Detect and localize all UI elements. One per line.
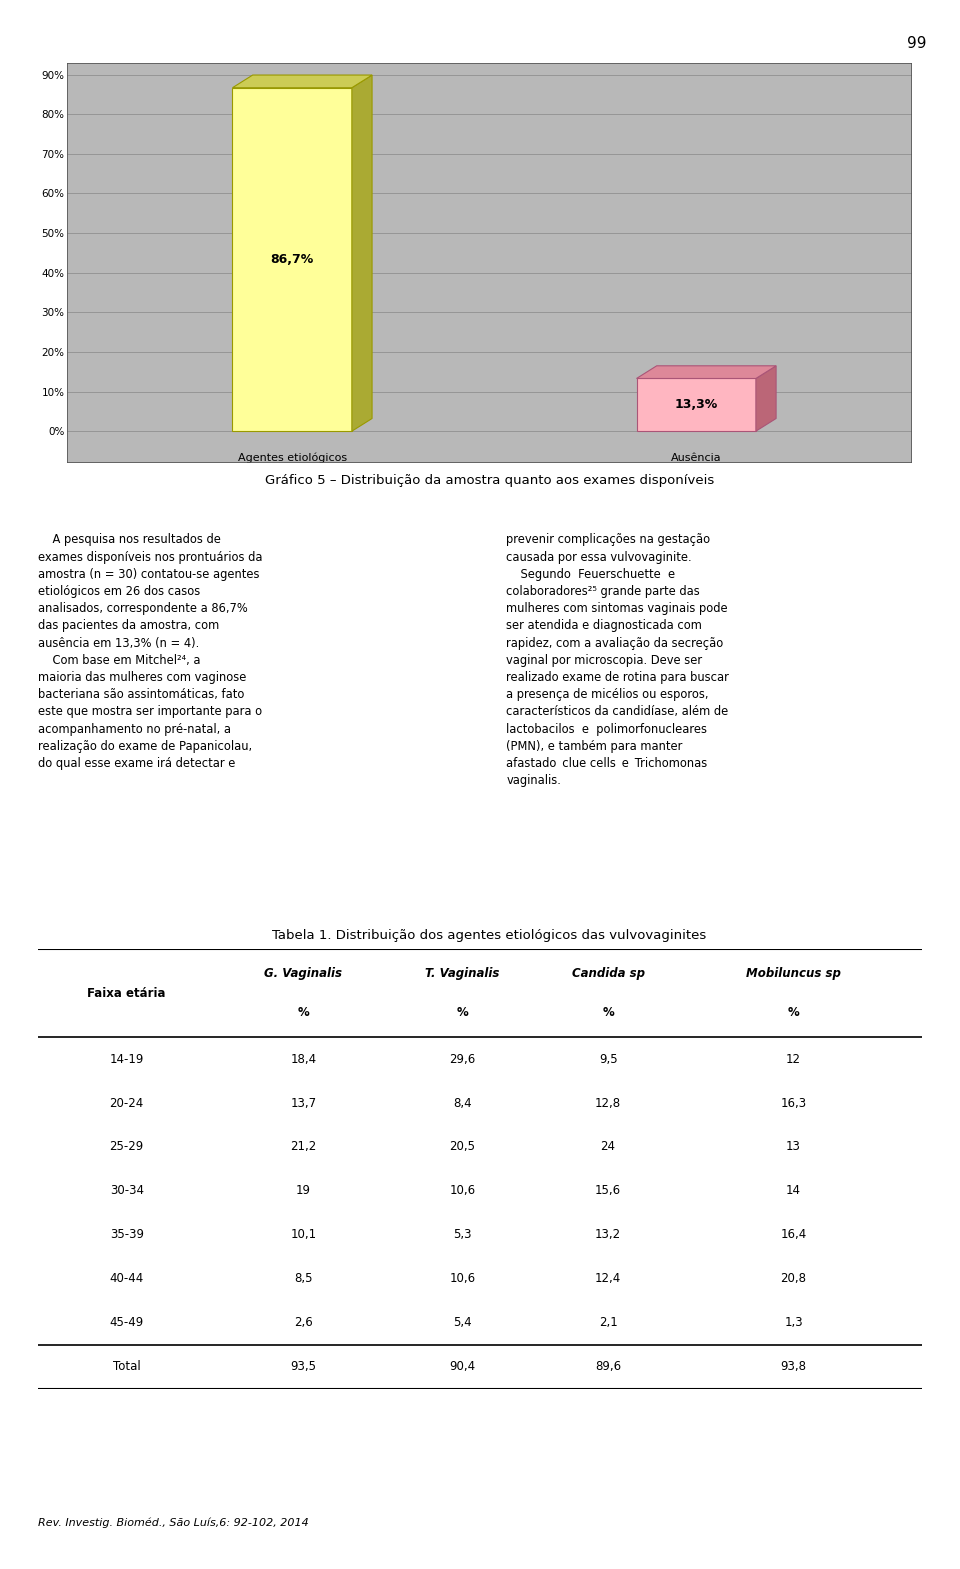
Text: %: % [298, 1006, 309, 1020]
Text: Faixa etária: Faixa etária [87, 987, 166, 999]
Polygon shape [636, 366, 776, 378]
Text: 86,7%: 86,7% [271, 253, 314, 265]
Text: 16,4: 16,4 [780, 1229, 806, 1241]
Text: 99: 99 [907, 36, 926, 52]
Text: 20,8: 20,8 [780, 1272, 806, 1285]
Text: 13,7: 13,7 [290, 1097, 317, 1109]
Text: 14-19: 14-19 [109, 1053, 144, 1065]
Text: 10,6: 10,6 [449, 1185, 475, 1197]
Text: Mobiluncus sp: Mobiluncus sp [746, 967, 841, 981]
Text: 30-34: 30-34 [109, 1185, 144, 1197]
Text: 10,6: 10,6 [449, 1272, 475, 1285]
Text: 12,8: 12,8 [595, 1097, 621, 1109]
Text: 25-29: 25-29 [109, 1141, 144, 1153]
Bar [232, 88, 352, 431]
Polygon shape [232, 75, 372, 88]
Text: 5,4: 5,4 [453, 1316, 471, 1329]
Text: A pesquisa nos resultados de
exames disponíveis nos prontuários da
amostra (n = : A pesquisa nos resultados de exames disp… [38, 533, 263, 770]
Text: prevenir complicações na gestação
causada por essa vulvovaginite.
    Segundo  F: prevenir complicações na gestação causad… [507, 533, 730, 788]
Text: 2,6: 2,6 [294, 1316, 313, 1329]
Text: Gráfico 5 – Distribuição da amostra quanto aos exames disponíveis: Gráfico 5 – Distribuição da amostra quan… [265, 474, 714, 486]
Text: 5,3: 5,3 [453, 1229, 471, 1241]
Text: Agentes etiológicos: Agentes etiológicos [238, 453, 347, 463]
Text: 90,4: 90,4 [449, 1360, 475, 1373]
Bar [67, 63, 912, 463]
Text: 13: 13 [786, 1141, 801, 1153]
Text: Total: Total [113, 1360, 140, 1373]
Text: 18,4: 18,4 [290, 1053, 317, 1065]
Text: 29,6: 29,6 [449, 1053, 475, 1065]
Text: 9,5: 9,5 [599, 1053, 617, 1065]
Text: 20-24: 20-24 [109, 1097, 144, 1109]
Text: 40-44: 40-44 [109, 1272, 144, 1285]
Text: 19: 19 [296, 1185, 311, 1197]
Text: 8,4: 8,4 [453, 1097, 471, 1109]
Text: 93,5: 93,5 [290, 1360, 317, 1373]
Text: 10,1: 10,1 [290, 1229, 317, 1241]
Text: Tabela 1. Distribuição dos agentes etiológicos das vulvovaginites: Tabela 1. Distribuição dos agentes etiol… [273, 929, 707, 941]
Text: %: % [787, 1006, 800, 1020]
Text: %: % [456, 1006, 468, 1020]
Text: Ausência: Ausência [671, 453, 722, 463]
Text: 2,1: 2,1 [599, 1316, 617, 1329]
Text: 21,2: 21,2 [290, 1141, 317, 1153]
Text: 20,5: 20,5 [449, 1141, 475, 1153]
Polygon shape [756, 366, 776, 431]
Text: 24: 24 [601, 1141, 615, 1153]
Text: Candida sp: Candida sp [571, 967, 644, 981]
Text: 89,6: 89,6 [595, 1360, 621, 1373]
Text: 14: 14 [786, 1185, 801, 1197]
Text: 13,2: 13,2 [595, 1229, 621, 1241]
Text: G. Vaginalis: G. Vaginalis [264, 967, 343, 981]
Text: 93,8: 93,8 [780, 1360, 806, 1373]
Text: 35-39: 35-39 [109, 1229, 144, 1241]
Text: 45-49: 45-49 [109, 1316, 144, 1329]
Bar [636, 378, 756, 431]
Text: 16,3: 16,3 [780, 1097, 806, 1109]
Text: %: % [602, 1006, 614, 1020]
Text: 8,5: 8,5 [294, 1272, 313, 1285]
Text: T. Vaginalis: T. Vaginalis [425, 967, 499, 981]
Polygon shape [352, 75, 372, 431]
Text: Rev. Investig. Bioméd., São Luís,6: 92-102, 2014: Rev. Investig. Bioméd., São Luís,6: 92-1… [38, 1517, 309, 1528]
Text: 12: 12 [786, 1053, 801, 1065]
Text: 15,6: 15,6 [595, 1185, 621, 1197]
Text: 13,3%: 13,3% [675, 399, 718, 411]
Text: 1,3: 1,3 [784, 1316, 803, 1329]
Text: 12,4: 12,4 [595, 1272, 621, 1285]
